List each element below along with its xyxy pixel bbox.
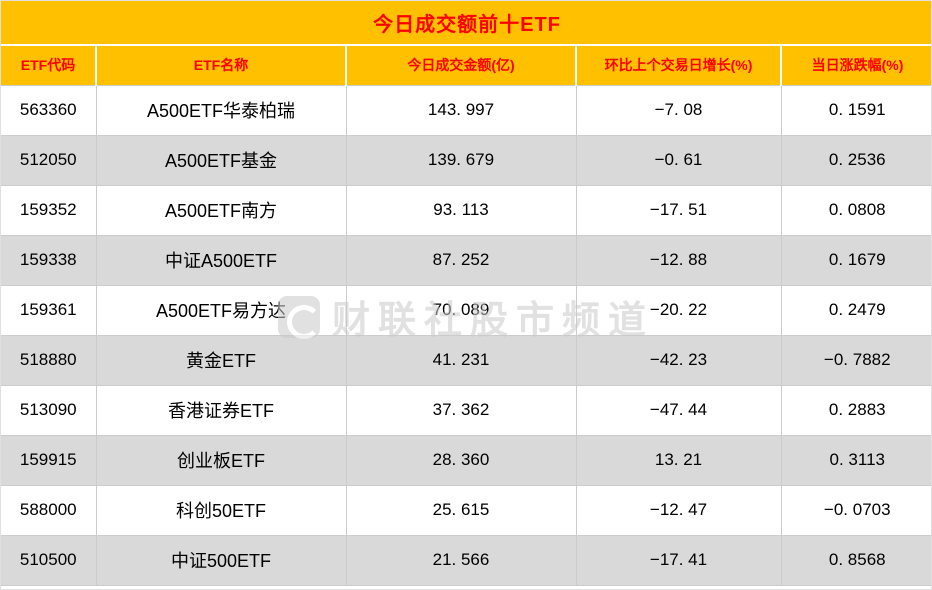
table-cell: 87. 252 <box>345 234 577 286</box>
table-cell: 黄金ETF <box>95 334 347 386</box>
table-cell: 0. 2536 <box>780 134 931 186</box>
table-row: 563360 A500ETF华泰柏瑞 143. 997 −7. 08 0. 1591 <box>1 84 931 136</box>
table-cell: 0. 1591 <box>780 84 931 136</box>
table-cell: 28. 360 <box>345 434 577 486</box>
table-cell: 70. 089 <box>345 284 577 336</box>
table-cell: 159915 <box>1 434 97 486</box>
table-cell: −0. 61 <box>575 134 782 186</box>
table-cell: A500ETF基金 <box>95 134 347 186</box>
table-cell: −12. 47 <box>575 484 782 536</box>
page-title: 今日成交额前十ETF <box>1 1 931 46</box>
table-cell: −7. 08 <box>575 84 782 136</box>
column-header-turnover: 今日成交金额(亿) <box>345 45 576 85</box>
table-cell: 0. 3113 <box>780 434 931 486</box>
table-cell: 159352 <box>1 184 97 236</box>
table-cell: 41. 231 <box>345 334 577 386</box>
table-cell: 139. 679 <box>345 134 577 186</box>
table-cell: 中证500ETF <box>95 534 347 586</box>
table-cell: 93. 113 <box>345 184 577 236</box>
table-cell: −17. 41 <box>575 534 782 586</box>
table-title-row: 今日成交额前十ETF <box>1 1 931 46</box>
table-cell: 588000 <box>1 484 97 536</box>
etf-table-body: 563360 A500ETF华泰柏瑞 143. 997 −7. 08 0. 1591 51… <box>1 84 931 586</box>
table-cell: −17. 51 <box>575 184 782 236</box>
table-cell: A500ETF南方 <box>95 184 347 236</box>
table-cell: 513090 <box>1 384 97 436</box>
table-row: 159338 中证A500ETF 87. 252 −12. 88 0. 1679 <box>1 234 931 286</box>
table-header-row: ETF代码 ETF名称 今日成交金额(亿) 环比上个交易日增长(%) 当日涨跌幅… <box>1 45 931 85</box>
table-row: 159915 创业板ETF 28. 360 13. 21 0. 3113 <box>1 434 931 486</box>
table-cell: 香港证券ETF <box>95 384 347 436</box>
table-cell: 37. 362 <box>345 384 577 436</box>
table-cell: 518880 <box>1 334 97 386</box>
table-cell: −0. 7882 <box>780 334 931 386</box>
table-cell: A500ETF华泰柏瑞 <box>95 84 347 136</box>
table-cell: 143. 997 <box>345 84 577 136</box>
table-row: 510500 中证500ETF 21. 566 −17. 41 0. 8568 <box>1 534 931 586</box>
table-cell: −42. 23 <box>575 334 782 386</box>
table-cell: 159338 <box>1 234 97 286</box>
table-row: 513090 香港证券ETF 37. 362 −47. 44 0. 2883 <box>1 384 931 436</box>
table-cell: 0. 2883 <box>780 384 931 436</box>
table-row: 159352 A500ETF南方 93. 113 −17. 51 0. 0808 <box>1 184 931 236</box>
table-row: 588000 科创50ETF 25. 615 −12. 47 −0. 0703 <box>1 484 931 536</box>
table-cell: A500ETF易方达 <box>95 284 347 336</box>
table-row: 512050 A500ETF基金 139. 679 −0. 61 0. 2536 <box>1 134 931 186</box>
table-cell: 科创50ETF <box>95 484 347 536</box>
table-cell: 创业板ETF <box>95 434 347 486</box>
table-cell: 中证A500ETF <box>95 234 347 286</box>
table-cell: 159361 <box>1 284 97 336</box>
table-cell: −20. 22 <box>575 284 782 336</box>
table-cell: −47. 44 <box>575 384 782 436</box>
table-cell: 512050 <box>1 134 97 186</box>
table-row: 159361 A500ETF易方达 70. 089 −20. 22 0. 2479 <box>1 284 931 336</box>
column-header-etf-code: ETF代码 <box>1 45 96 85</box>
table-cell: 21. 566 <box>345 534 577 586</box>
table-cell: 13. 21 <box>575 434 782 486</box>
table-cell: 510500 <box>1 534 97 586</box>
column-header-dod-growth: 环比上个交易日增长(%) <box>575 45 781 85</box>
column-header-day-change: 当日涨跌幅(%) <box>779 45 931 85</box>
table-cell: −0. 0703 <box>780 484 931 536</box>
column-header-etf-name: ETF名称 <box>95 45 346 85</box>
table-cell: 0. 1679 <box>780 234 931 286</box>
table-cell: −12. 88 <box>575 234 782 286</box>
table-cell: 0. 2479 <box>780 284 931 336</box>
table-row: 518880 黄金ETF 41. 231 −42. 23 −0. 7882 <box>1 334 931 386</box>
table-cell: 0. 8568 <box>780 534 931 586</box>
table-cell: 0. 0808 <box>780 184 931 236</box>
table-cell: 25. 615 <box>345 484 577 536</box>
table-cell: 563360 <box>1 84 97 136</box>
